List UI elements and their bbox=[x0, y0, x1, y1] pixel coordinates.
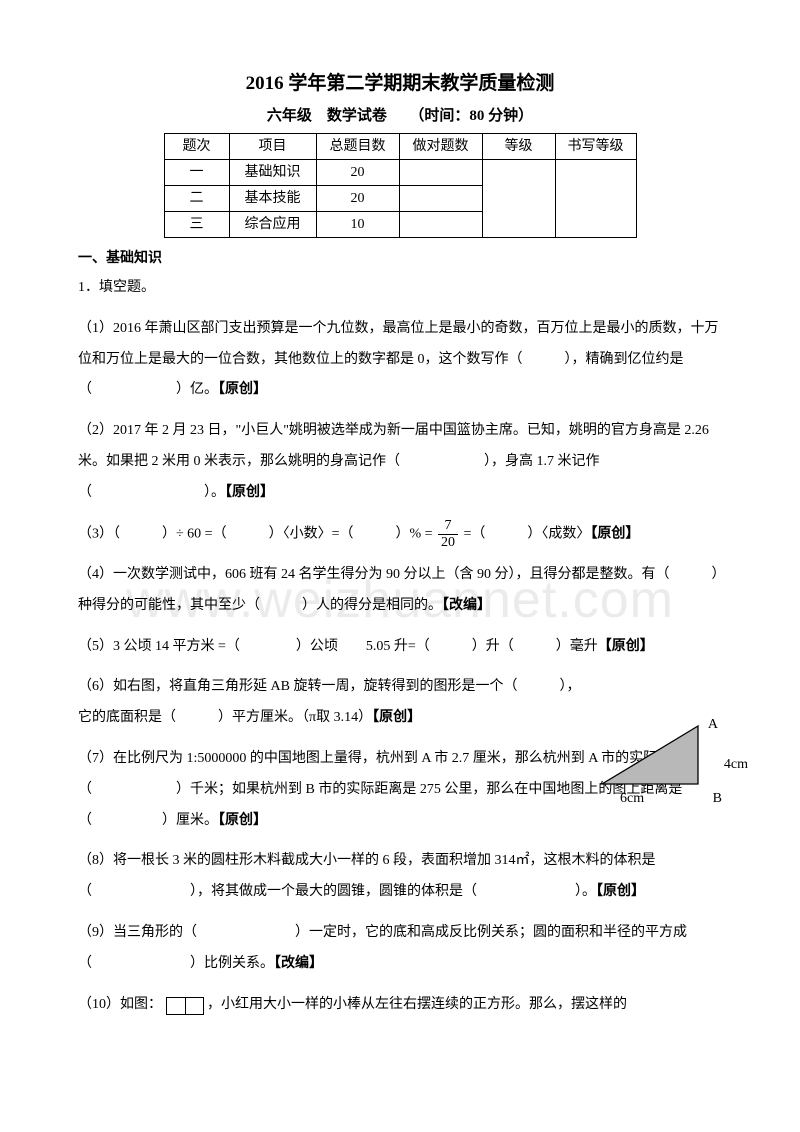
tag-adapted: 【改编】 bbox=[274, 956, 323, 971]
tag-original: 【原创】 bbox=[218, 813, 267, 828]
tri-label-6cm: 6cm bbox=[620, 788, 644, 809]
q1-3: （3）（ ）÷ 60 =（ ）〈小数〉=（ ）% = 720 =（ ）〈成数〉【… bbox=[78, 519, 722, 551]
th-writing: 书写等级 bbox=[555, 134, 636, 160]
q1-head: 1．填空题。 bbox=[78, 273, 722, 304]
score-table: 题次 项目 总题目数 做对题数 等级 书写等级 一 基础知识 20 二 基本技能… bbox=[164, 133, 637, 238]
exam-title: 2016 学年第二学期期末教学质量检测 bbox=[78, 70, 722, 99]
table-row: 一 基础知识 20 bbox=[164, 160, 636, 186]
tag-original: 【原创】 bbox=[218, 382, 267, 397]
tag-original: 【原创】 bbox=[598, 639, 654, 654]
tag-original: 【原创】 bbox=[225, 485, 274, 500]
tri-label-4cm: 4cm bbox=[724, 754, 748, 775]
square-pair-icon bbox=[166, 997, 204, 1015]
tri-label-A: A bbox=[708, 714, 718, 735]
table-header-row: 题次 项目 总题目数 做对题数 等级 书写等级 bbox=[164, 134, 636, 160]
th-correct: 做对题数 bbox=[399, 134, 482, 160]
right-triangle-figure: A 4cm 6cm B bbox=[598, 720, 728, 815]
th-index: 题次 bbox=[164, 134, 229, 160]
q1-9: （9）当三角形的（ ）一定时，它的底和高成反比例关系；圆的面积和半径的平方成（ … bbox=[78, 918, 722, 980]
section-1-head: 一、基础知识 bbox=[78, 248, 722, 269]
exam-subtitle: 六年级 数学试卷 （时间：80 分钟） bbox=[78, 105, 722, 128]
tri-label-B: B bbox=[713, 788, 722, 809]
tag-original: 【原创】 bbox=[372, 710, 421, 725]
th-project: 项目 bbox=[229, 134, 316, 160]
th-grade: 等级 bbox=[482, 134, 555, 160]
fraction-7-20: 720 bbox=[436, 519, 460, 550]
q1-8: （8）将一根长 3 米的圆柱形木料截成大小一样的 6 段，表面积增加 314㎡，… bbox=[78, 846, 722, 908]
q1-1: （1）2016 年萧山区部门支出预算是一个九位数，最高位上是最小的奇数，百万位上… bbox=[78, 314, 722, 406]
th-total: 总题目数 bbox=[316, 134, 399, 160]
tag-original: 【原创】 bbox=[590, 526, 639, 541]
q1-4: （4）一次数学测试中，606 班有 24 名学生得分为 90 分以上（含 90 … bbox=[78, 560, 722, 622]
q1-2: （2）2017 年 2 月 23 日，"小巨人"姚明被选举成为新一届中国篮协主席… bbox=[78, 416, 722, 508]
tag-original: 【原创】 bbox=[596, 884, 645, 899]
tag-adapted: 【改编】 bbox=[442, 598, 491, 613]
q1-5: （5）3 公顷 14 平方米 =（ ）公顷 5.05 升=（ ）升（ ）毫升【原… bbox=[78, 632, 722, 663]
triangle-svg bbox=[598, 720, 708, 790]
q1-10: （10）如图： ，小红用大小一样的小棒从左往右摆连续的正方形。那么，摆这样的 bbox=[78, 990, 722, 1021]
